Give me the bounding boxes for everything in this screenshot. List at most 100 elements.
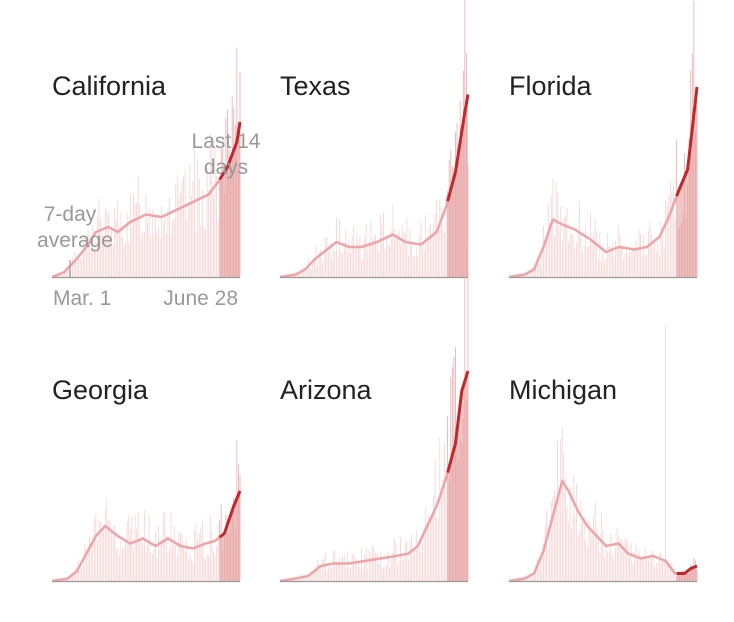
daily-bar bbox=[550, 501, 552, 581]
daily-bar bbox=[417, 255, 419, 277]
daily-bar bbox=[200, 225, 202, 277]
daily-bar bbox=[547, 202, 549, 278]
daily-bar bbox=[415, 530, 417, 581]
daily-bar bbox=[117, 549, 119, 581]
daily-bar bbox=[594, 219, 596, 277]
daily-bar bbox=[437, 227, 439, 277]
daily-bar bbox=[139, 539, 141, 581]
panel-arizona: Arizona bbox=[279, 241, 470, 583]
daily-bar bbox=[133, 194, 134, 277]
daily-bar bbox=[194, 529, 195, 581]
daily-bar bbox=[665, 199, 667, 277]
daily-bar bbox=[86, 250, 87, 277]
daily-bar bbox=[205, 229, 206, 277]
daily-bar bbox=[365, 223, 367, 277]
daily-bar bbox=[420, 552, 422, 581]
daily-bar bbox=[462, 418, 464, 581]
daily-bar bbox=[406, 541, 408, 581]
daily-bar bbox=[412, 255, 414, 277]
daily-bar bbox=[440, 207, 442, 277]
daily-bar bbox=[62, 271, 64, 277]
daily-bar bbox=[129, 529, 131, 581]
daily-bar bbox=[397, 233, 398, 277]
daily-bar bbox=[679, 227, 681, 277]
daily-bar bbox=[136, 528, 137, 581]
daily-bar bbox=[536, 558, 538, 581]
daily-bar bbox=[361, 259, 362, 277]
daily-bar bbox=[538, 263, 540, 277]
daily-bar bbox=[350, 252, 351, 277]
daily-bar bbox=[362, 569, 364, 581]
daily-bar bbox=[447, 191, 449, 277]
daily-bar bbox=[565, 215, 566, 277]
daily-bar bbox=[372, 544, 373, 582]
x-end-label: June 28 bbox=[163, 287, 238, 310]
daily-bar bbox=[353, 553, 355, 581]
daily-bar bbox=[128, 241, 130, 277]
avg-line-last14 bbox=[446, 94, 470, 202]
daily-bar bbox=[646, 255, 648, 277]
last14-band bbox=[219, 122, 240, 277]
daily-bar bbox=[191, 195, 192, 277]
daily-bar bbox=[654, 565, 656, 581]
daily-bar bbox=[214, 553, 216, 581]
daily-bar bbox=[379, 214, 381, 277]
daily-bar bbox=[566, 506, 568, 581]
daily-bar bbox=[411, 244, 412, 277]
daily-bar bbox=[601, 261, 602, 277]
daily-bar bbox=[447, 415, 449, 581]
daily-bar bbox=[155, 530, 156, 581]
daily-bar bbox=[209, 515, 211, 581]
daily-bar bbox=[353, 226, 355, 277]
daily-bar bbox=[671, 563, 673, 581]
daily-bar bbox=[216, 546, 217, 581]
daily-bar bbox=[691, 567, 693, 581]
daily-bar bbox=[326, 236, 328, 277]
daily-bar bbox=[445, 486, 447, 581]
daily-bar bbox=[162, 225, 164, 277]
daily-bar bbox=[572, 474, 574, 581]
daily-bar bbox=[189, 553, 191, 581]
daily-bar bbox=[408, 255, 409, 277]
daily-bar bbox=[583, 246, 585, 277]
daily-bar bbox=[342, 556, 344, 581]
daily-bar bbox=[688, 139, 690, 277]
daily-bar bbox=[586, 246, 588, 277]
daily-bar bbox=[67, 578, 69, 581]
daily-bar bbox=[655, 252, 657, 277]
daily-bar bbox=[409, 229, 411, 277]
daily-bar bbox=[176, 555, 178, 581]
daily-bar bbox=[234, 528, 236, 581]
daily-bar bbox=[605, 259, 607, 277]
daily-bar bbox=[550, 196, 552, 277]
daily-bar bbox=[93, 519, 95, 581]
daily-bar bbox=[532, 266, 533, 277]
daily-bar bbox=[423, 527, 425, 581]
daily-bar bbox=[295, 578, 297, 581]
daily-bar bbox=[582, 520, 584, 581]
daily-bar bbox=[558, 495, 560, 581]
daily-bar bbox=[345, 567, 347, 581]
daily-bar bbox=[444, 232, 445, 277]
daily-bar bbox=[357, 242, 359, 277]
daily-bar bbox=[383, 567, 384, 581]
daily-bar bbox=[131, 225, 133, 277]
daily-bar bbox=[669, 562, 671, 581]
daily-bar bbox=[95, 513, 97, 581]
daily-bar bbox=[381, 223, 383, 277]
daily-bar bbox=[433, 223, 434, 277]
daily-bar bbox=[219, 179, 221, 277]
daily-bar bbox=[93, 249, 95, 277]
daily-bar bbox=[112, 244, 114, 277]
daily-bar bbox=[577, 227, 579, 277]
daily-bar bbox=[144, 232, 145, 277]
daily-bar bbox=[364, 554, 365, 581]
avg-line bbox=[508, 479, 677, 583]
daily-bar bbox=[173, 526, 175, 581]
daily-bar bbox=[181, 533, 183, 581]
avg-label-line2: average bbox=[37, 229, 113, 252]
daily-bar bbox=[668, 195, 670, 277]
daily-bar bbox=[411, 534, 412, 581]
daily-bar bbox=[131, 516, 133, 581]
daily-bar bbox=[357, 562, 359, 581]
